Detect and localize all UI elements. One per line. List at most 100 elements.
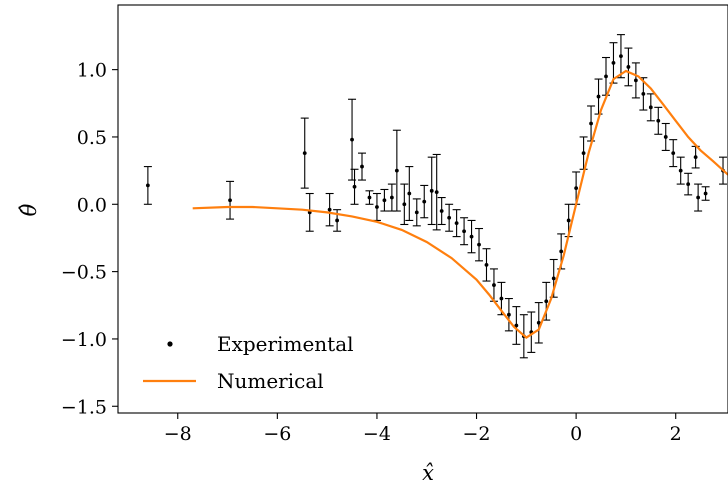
experimental-point (452, 209, 461, 238)
experimental-point (534, 302, 543, 344)
x-tick-label: −8 (164, 423, 192, 445)
y-tick-label: 0.0 (77, 194, 107, 216)
data-point (335, 218, 340, 223)
experimental-point (684, 172, 693, 196)
data-point (703, 191, 708, 196)
data-point (581, 151, 586, 156)
experimental-point (400, 183, 409, 226)
data-point (619, 54, 623, 59)
x-tick-label: −2 (463, 423, 491, 445)
experimental-point (387, 183, 396, 212)
data-point (596, 94, 601, 99)
y-tick-label: −0.5 (61, 262, 107, 284)
data-point (447, 215, 452, 220)
data-point (327, 207, 332, 212)
data-point (454, 221, 459, 226)
data-point (589, 121, 593, 126)
y-tick-label: −1.5 (61, 396, 107, 418)
data-point (566, 218, 571, 223)
experimental-point (512, 306, 521, 345)
experimental-point (372, 192, 381, 221)
experimental-point (300, 117, 309, 189)
data-point (434, 190, 439, 195)
data-point (641, 91, 646, 96)
data-point (696, 195, 701, 200)
data-point (469, 234, 474, 239)
experimental-point (325, 192, 334, 227)
y-axis: −1.5 −1.0 −0.5 0.0 0.5 1.0 (61, 60, 118, 418)
x-axis: −8 −6 −4 −2 0 2 (164, 413, 682, 445)
data-point (492, 283, 496, 287)
legend-marker-experimental (167, 341, 173, 347)
legend: Experimental Numerical (143, 332, 354, 393)
y-tick-label: −1.0 (61, 329, 107, 351)
experimental-point (143, 166, 152, 205)
experimental-point (646, 93, 655, 122)
data-point (611, 61, 616, 65)
data-point (574, 186, 579, 191)
experimental-point (482, 248, 491, 282)
data-point (536, 320, 541, 325)
experimental-point (350, 168, 359, 205)
experimental-series (143, 34, 728, 359)
experimental-point (594, 78, 603, 115)
data-point (656, 118, 661, 123)
experimental-point (654, 106, 663, 135)
experimental-point (392, 129, 401, 212)
experimental-point (669, 139, 678, 168)
data-point (439, 209, 444, 213)
data-point (145, 183, 150, 188)
data-point (678, 168, 683, 173)
experimental-point (631, 62, 640, 99)
data-point (633, 78, 638, 83)
data-point (686, 182, 691, 186)
experimental-point (226, 180, 235, 220)
experimental-point (445, 203, 454, 232)
y-axis-label: θ̂ (17, 203, 41, 216)
experimental-point (616, 34, 625, 79)
data-point (663, 135, 668, 139)
data-point (648, 105, 653, 110)
x-tick-label: 2 (670, 423, 682, 445)
experimental-point (405, 166, 414, 221)
data-point (350, 137, 354, 142)
y-tick-label: 0.5 (77, 127, 107, 149)
experimental-point (437, 197, 446, 226)
data-point (402, 202, 407, 207)
data-point (462, 229, 466, 234)
experimental-point (701, 186, 710, 201)
experimental-point (624, 47, 633, 87)
data-point (352, 184, 357, 189)
data-point (484, 262, 489, 267)
data-point (551, 276, 556, 281)
data-point (382, 198, 387, 203)
data-point (394, 168, 399, 173)
data-point (367, 195, 372, 200)
x-tick-label: −6 (263, 423, 291, 445)
data-point (375, 205, 379, 209)
experimental-point (587, 105, 596, 142)
experimental-point (694, 183, 703, 212)
data-point (360, 164, 364, 169)
data-point (429, 188, 434, 193)
experimental-point (432, 153, 441, 231)
experimental-point (358, 152, 366, 181)
data-point (544, 299, 549, 304)
experimental-point (661, 122, 670, 151)
data-point (407, 191, 412, 196)
data-point (422, 199, 427, 204)
data-point (499, 296, 504, 301)
experimental-point (475, 227, 484, 262)
x-axis-label: x̂ (422, 461, 434, 485)
experimental-point (676, 156, 685, 185)
experimental-point (420, 184, 429, 219)
data-point (693, 155, 698, 160)
experimental-point (380, 188, 389, 212)
y-tick-label: 1.0 (77, 60, 107, 82)
data-point (671, 151, 676, 156)
experimental-point (427, 156, 436, 226)
data-point (506, 312, 511, 317)
plot-frame (117, 4, 728, 414)
